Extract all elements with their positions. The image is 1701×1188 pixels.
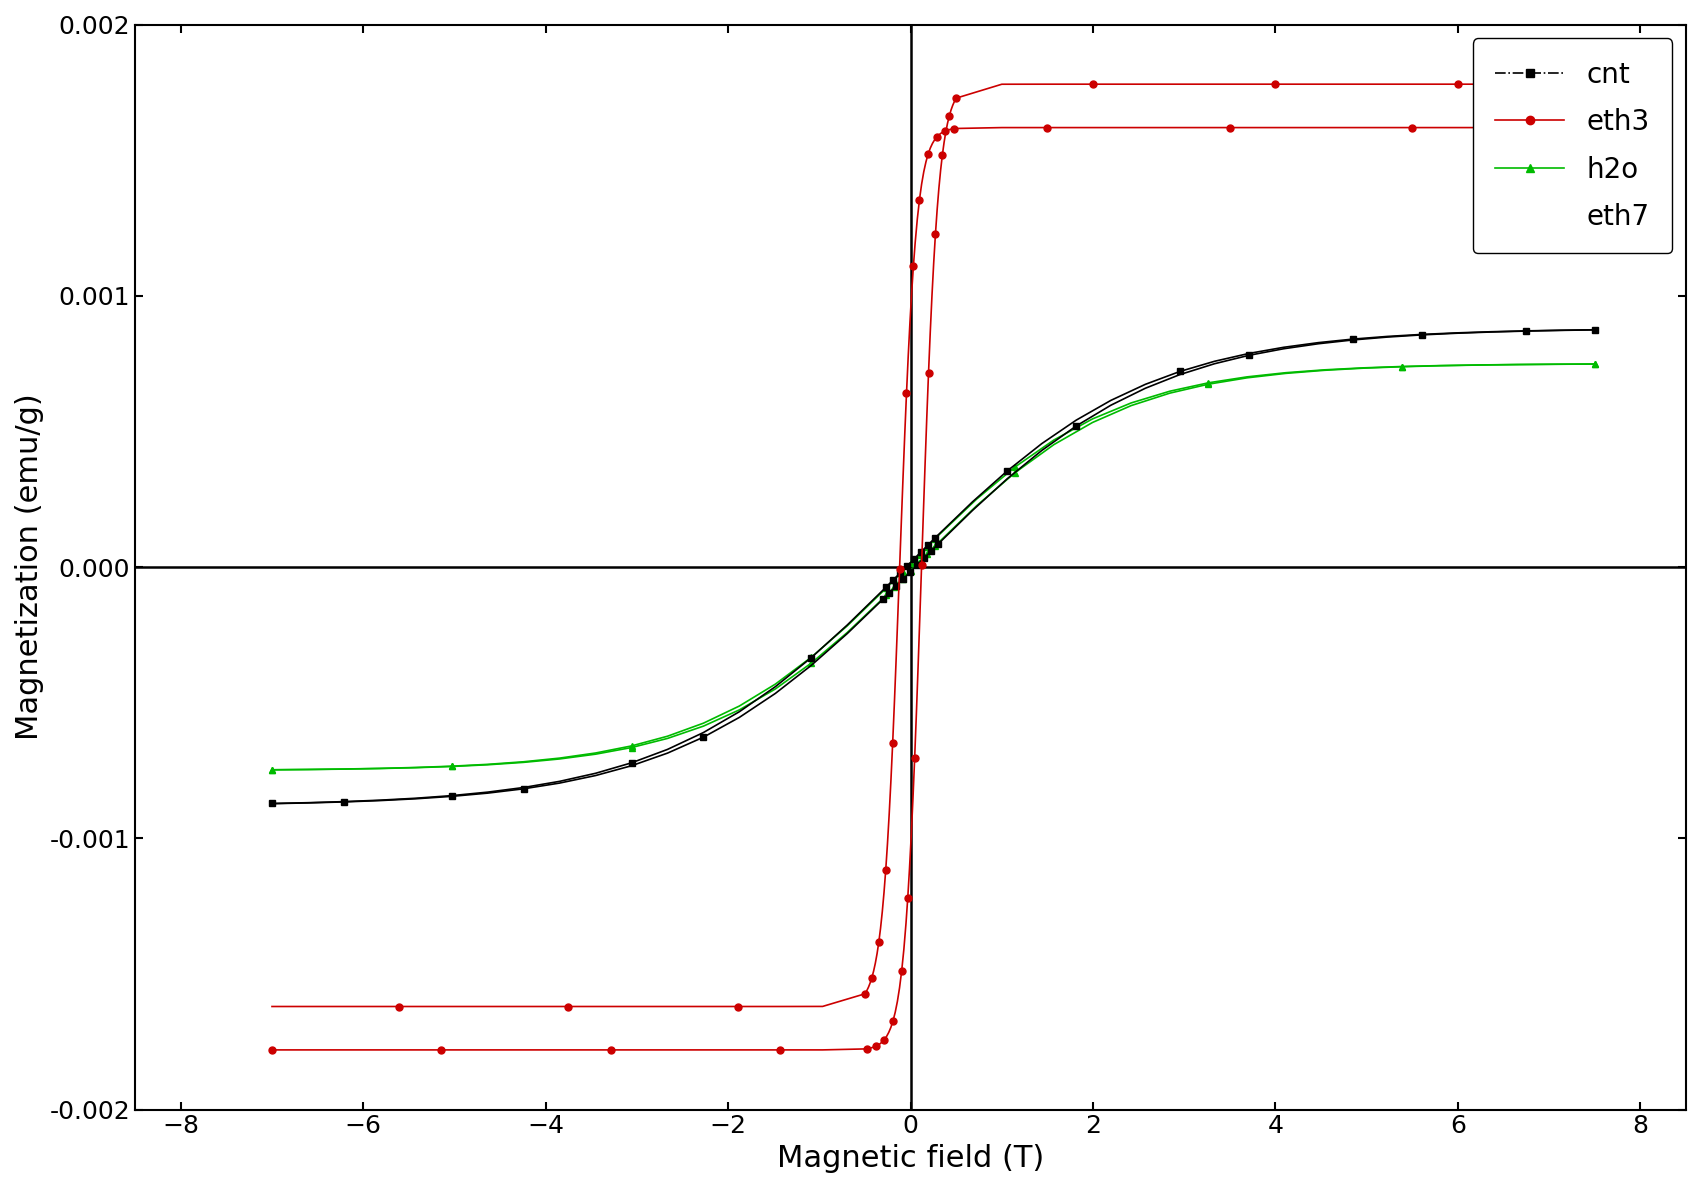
Legend: cnt, eth3, h2o, eth7: cnt, eth3, h2o, eth7 — [1473, 38, 1672, 253]
X-axis label: Magnetic field (T): Magnetic field (T) — [777, 1144, 1044, 1173]
Y-axis label: Magnetization (emu/g): Magnetization (emu/g) — [15, 393, 44, 740]
